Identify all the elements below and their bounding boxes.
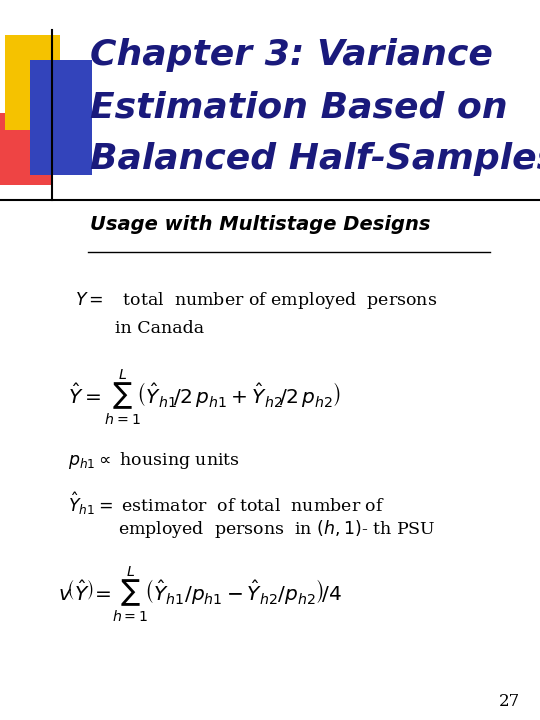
Text: in Canada: in Canada — [115, 320, 204, 337]
Text: employed  persons  in $(h,1)$- th PSU: employed persons in $(h,1)$- th PSU — [118, 518, 436, 540]
Text: Balanced Half-Samples: Balanced Half-Samples — [90, 142, 540, 176]
Bar — [5, 35, 60, 130]
Text: Chapter 3: Variance: Chapter 3: Variance — [90, 38, 493, 72]
Text: Usage with Multistage Designs: Usage with Multistage Designs — [90, 215, 430, 234]
Text: $\hat{Y} = \sum_{h=1}^{L}\!\left(\hat{Y}_{h1}\!/2\,p_{h1}+\hat{Y}_{h2}\!/2\,p_{h: $\hat{Y} = \sum_{h=1}^{L}\!\left(\hat{Y}… — [68, 368, 341, 427]
Bar — [30, 60, 92, 175]
Bar — [0, 113, 52, 185]
Text: $\hat{Y}_{h1}=$ estimator  of total  number of: $\hat{Y}_{h1}=$ estimator of total numbe… — [68, 490, 385, 517]
Text: $p_{h1} \propto$ housing units: $p_{h1} \propto$ housing units — [68, 450, 240, 471]
Text: Estimation Based on: Estimation Based on — [90, 90, 508, 124]
Text: $Y = \;$  total  number of employed  persons: $Y = \;$ total number of employed person… — [75, 290, 437, 311]
Text: $v\!\left(\hat{Y}\right)\!=\!\sum_{h=1}^{L}\!\left(\hat{Y}_{h1}/p_{h1}-\hat{Y}_{: $v\!\left(\hat{Y}\right)\!=\!\sum_{h=1}^… — [58, 565, 342, 624]
Text: 27: 27 — [499, 693, 520, 710]
